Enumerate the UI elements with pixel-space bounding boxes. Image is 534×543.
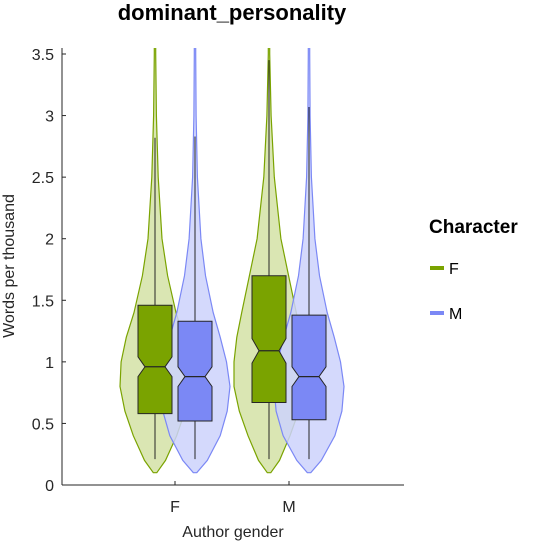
box-f-f xyxy=(137,304,173,415)
legend: Character F M xyxy=(429,217,518,323)
y-tick-label: 2.5 xyxy=(32,170,54,187)
box-f-m xyxy=(251,275,287,403)
box-layer xyxy=(137,60,327,460)
y-tick-label: 1 xyxy=(45,355,54,372)
legend-title: Character xyxy=(429,217,518,238)
y-tick-label: 3.5 xyxy=(32,47,54,64)
y-tick-label: 1.5 xyxy=(32,293,54,310)
box-m-m xyxy=(291,314,327,421)
axes: 0 0.5 1 1.5 2 2.5 3 3.5 F M xyxy=(32,47,404,516)
box-m-f xyxy=(177,320,213,422)
legend-label-m: M xyxy=(449,306,462,323)
y-tick-label: 0.5 xyxy=(32,416,54,433)
x-axis-label: Author gender xyxy=(182,524,284,541)
y-axis-label: Words per thousand xyxy=(1,194,18,338)
y-tick-label: 3 xyxy=(45,109,54,126)
x-tick-label: M xyxy=(282,499,295,516)
y-tick-label: 0 xyxy=(45,478,54,495)
y-tick-label: 2 xyxy=(45,232,54,249)
legend-label-f: F xyxy=(449,261,459,278)
chart-title: dominant_personality xyxy=(118,0,347,25)
x-tick-label: F xyxy=(170,499,180,516)
